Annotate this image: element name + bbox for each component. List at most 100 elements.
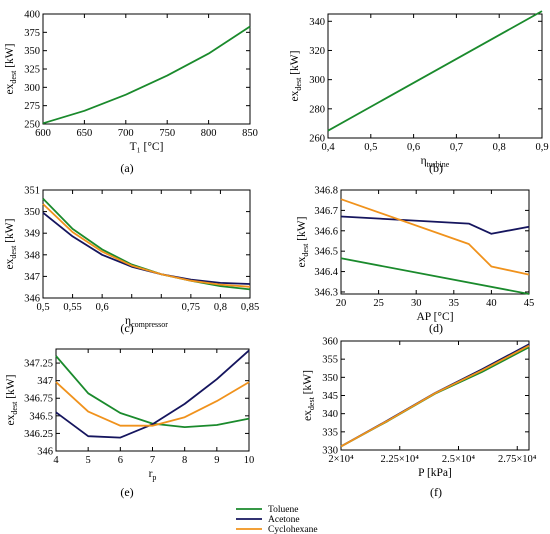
x-tick-label: 2.5×10⁴ — [442, 454, 476, 465]
y-tick-label: 346.5 — [314, 247, 338, 258]
series-line-acetone — [55, 349, 250, 439]
series-line-cyclohexane — [340, 198, 530, 276]
y-tick-label: 351 — [24, 186, 40, 197]
x-axis-label: T₁ [°C] — [130, 141, 164, 153]
y-tick-label: 350 — [24, 207, 40, 218]
series-line-toluene — [42, 25, 251, 125]
y-axis-label: exdest [kW] — [289, 51, 303, 102]
y-tick-label: 346.8 — [314, 186, 338, 197]
panel-label: (e) — [120, 485, 133, 499]
x-tick-label: 0,8 — [214, 302, 227, 313]
x-tick-label: 0,6 — [407, 142, 420, 153]
chart-panel-1: 600 650 700 750 800 850 250 275 300 325 350 375 400 e… — [4, 10, 258, 176]
x-tick-label: 700 — [118, 128, 134, 139]
x-tick-label: 0,7 — [450, 142, 463, 153]
y-tick-label: 346.5 — [29, 411, 53, 422]
y-tick-label: 340 — [322, 409, 338, 420]
x-tick-label: 7 — [150, 455, 155, 466]
series-line-cyclohexane — [42, 203, 251, 288]
y-tick-label: 347.25 — [24, 359, 53, 370]
y-tick-label: 347 — [24, 272, 40, 283]
y-tick-label: 375 — [24, 28, 40, 39]
y-tick-label: 345 — [322, 391, 338, 402]
panel-label: (b) — [429, 161, 443, 175]
y-tick-label: 349 — [24, 229, 40, 240]
x-tick-label: 850 — [242, 128, 258, 139]
legend-label-cyclohexane: Cyclohexane — [268, 525, 318, 534]
y-tick-label: 346 — [37, 447, 53, 458]
x-tick-label: 20 — [336, 298, 347, 309]
x-tick-label: 0,8 — [493, 142, 506, 153]
y-tick-label: 330 — [322, 446, 338, 457]
x-tick-label: 25 — [373, 298, 384, 309]
series-line-cyclohexane — [340, 344, 530, 448]
legend-label-toluene: Toluene — [268, 505, 298, 515]
x-axis-label: ηturbine — [421, 155, 450, 169]
chart-panel-4: 20 25 30 35 40 45 346.3 346.4 346.5 346.6 346.7 346… — [296, 186, 534, 336]
y-tick-label: 346.75 — [24, 394, 53, 405]
x-tick-label: 40 — [486, 298, 497, 309]
y-tick-label: 400 — [24, 10, 40, 21]
plot-frame — [340, 189, 530, 295]
y-tick-label: 348 — [24, 250, 40, 261]
series-line-toluene — [340, 257, 530, 295]
plot-frame — [340, 340, 530, 451]
series-line-toluene — [55, 355, 250, 429]
y-axis-label: exdest [kW] — [4, 44, 18, 95]
plot-frame — [42, 13, 251, 125]
chart-panel-6: 2×10⁴ 2.25×10⁴ 2.5×10⁴ 2.75×10⁴ 330 335 340 345… — [302, 337, 537, 500]
x-tick-label: 2.25×10⁴ — [381, 454, 420, 465]
chart-panel-5: 4 5 6 7 8 9 10 346 346.25 346.5 346.75 347 347.25 exd… — [5, 348, 255, 499]
x-tick-label: 0,85 — [241, 302, 259, 313]
y-tick-label: 346.7 — [314, 206, 338, 217]
y-tick-label: 280 — [309, 104, 325, 115]
x-axis-label: AP [°C] — [416, 311, 453, 323]
legend-label-acetone: Acetone — [268, 515, 300, 525]
panel-label: (f) — [430, 485, 442, 499]
y-tick-label: 346.6 — [314, 226, 338, 237]
x-tick-label: 0,6 — [96, 302, 109, 313]
x-tick-label: 10 — [244, 455, 255, 466]
x-tick-label: 30 — [411, 298, 422, 309]
panel-label: (a) — [120, 161, 133, 175]
chart-panel-2: 0,4 0,5 0,6 0,7 0,8 0,9 260 280 300 320 340 exdest … — [289, 10, 549, 175]
x-tick-label: 0,5 — [36, 302, 49, 313]
y-tick-label: 250 — [24, 120, 40, 131]
y-tick-label: 346 — [24, 294, 40, 305]
y-axis-label: exdest [kW] — [296, 217, 310, 268]
series-line-toluene — [327, 10, 543, 132]
y-tick-label: 360 — [322, 337, 338, 348]
series-line-cyclohexane — [55, 381, 250, 427]
x-tick-label: 750 — [159, 128, 175, 139]
x-tick-label: 9 — [214, 455, 219, 466]
y-tick-label: 340 — [309, 17, 325, 28]
y-tick-label: 300 — [24, 83, 40, 94]
x-tick-label: 8 — [182, 455, 187, 466]
y-tick-label: 346.3 — [314, 287, 338, 298]
x-tick-label: 2×10⁴ — [328, 454, 354, 465]
x-tick-label: 6 — [118, 455, 123, 466]
x-tick-label: 0,75 — [182, 302, 200, 313]
y-tick-label: 260 — [309, 134, 325, 145]
x-tick-label: 650 — [77, 128, 93, 139]
y-axis-label: exdest [kW] — [302, 370, 316, 421]
y-tick-label: 350 — [24, 46, 40, 57]
y-tick-label: 347 — [37, 376, 53, 387]
x-axis-label: rp — [149, 468, 157, 482]
panel-label: (d) — [429, 321, 443, 335]
plot-frame — [327, 13, 543, 139]
x-tick-label: 0,4 — [321, 142, 335, 153]
chart-panel-3: 0,5 0,55 0,6 0,75 0,8 0,85 346 347 348 349 350 351 e… — [4, 186, 259, 336]
y-tick-label: 325 — [24, 65, 40, 76]
y-tick-label: 335 — [322, 427, 338, 438]
plot-frame — [42, 189, 251, 299]
y-tick-label: 320 — [309, 46, 325, 57]
x-tick-label: 35 — [449, 298, 460, 309]
x-tick-label: 0,9 — [535, 142, 548, 153]
series-line-toluene — [42, 197, 251, 291]
y-tick-label: 300 — [309, 75, 325, 86]
x-axis-label: ηcompressor — [125, 315, 168, 329]
x-tick-label: 0,55 — [63, 302, 81, 313]
